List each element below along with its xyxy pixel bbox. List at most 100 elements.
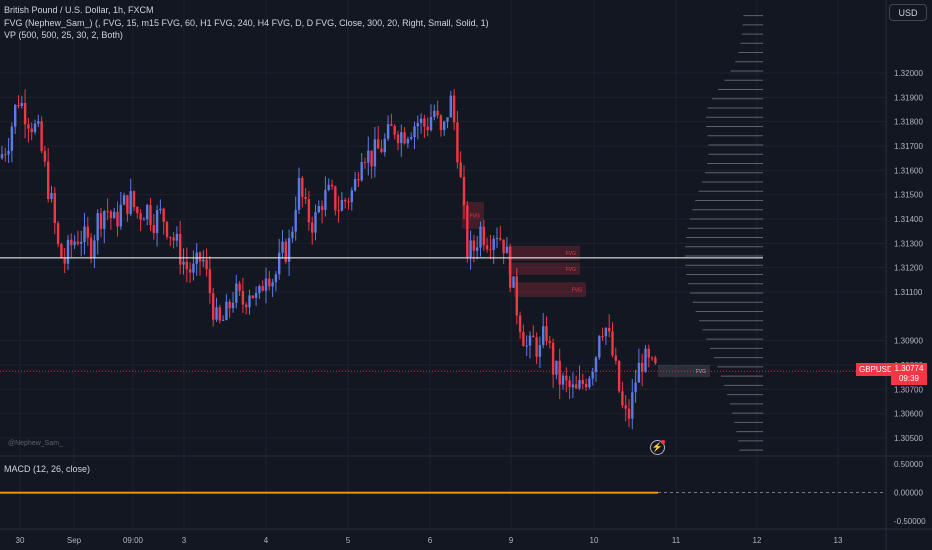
candle-body [4,154,7,156]
candle-body [515,276,518,316]
candle-body [47,161,50,200]
candle-body [568,380,571,388]
candle-body [584,383,588,388]
candle-body [637,362,641,383]
candle-body [264,278,268,291]
candle-body [248,295,251,308]
candle-body [462,176,466,206]
macd-indicator-legend[interactable]: MACD (12, 26, close) [4,464,91,474]
candle-body [591,371,594,379]
candle-body [528,335,532,346]
candle-body [317,206,320,213]
lightning-icon[interactable]: ⚡ [650,440,665,455]
candle-body [314,212,317,233]
vp-indicator-legend[interactable]: VP (500, 500, 25, 30, 2, Both) [4,30,123,40]
time-tick-label: 12 [753,536,762,545]
candle-body [254,293,258,299]
candle-body [56,223,60,244]
candle-body [139,213,142,220]
time-tick-label: 5 [346,536,351,545]
price-tick-label: 1.31300 [894,239,923,248]
candle-body [522,331,525,347]
candle-body [324,190,327,210]
candle-body [116,211,119,227]
candle-body [551,342,555,375]
candle-body [258,286,261,294]
candle-body [17,104,20,107]
time-tick-label: 4 [264,536,269,545]
candle-body [169,236,172,238]
price-tick-label: 1.31600 [894,166,923,175]
candle-body [106,211,109,213]
candle-body [89,237,93,259]
candle-body [578,380,581,389]
candle-body [142,219,146,221]
candle-body [7,150,10,155]
candle-body [172,237,175,241]
fvg-indicator-legend[interactable]: FVG (Nephew_Sam_) (, FVG, 15, m15 FVG, 6… [4,18,489,28]
candle-body [413,126,416,138]
candle-body [489,249,492,251]
price-tick-label: 1.31200 [894,264,923,273]
candle-body [393,125,396,135]
fvg-label: FVG [566,267,576,273]
candle-body [353,179,357,191]
candle-body [287,238,291,262]
candle-body [281,241,284,253]
candle-body [245,304,248,308]
candle-body [43,151,47,162]
candle-body [363,162,367,164]
time-tick-label: 3 [182,536,187,545]
candle-body [218,307,221,321]
candle-body [241,290,245,305]
candle-body [443,121,446,131]
candle-body [476,247,479,251]
candle-body [641,362,644,373]
chart-title: British Pound / U.S. Dollar, 1h, FXCM [4,5,154,15]
candle-body [86,226,89,238]
candle-body [30,128,33,133]
candle-body [278,252,281,275]
fvg-box [508,245,580,261]
candle-body [509,246,512,288]
price-tick-label: 1.30500 [894,434,923,443]
candle-body [40,121,43,152]
price-tick-label: 1.30600 [894,410,923,419]
candle-body [482,226,485,246]
candle-body [231,302,235,309]
fvg-label: FVG [696,369,706,375]
candle-body [598,336,601,358]
fvg-box [508,262,580,275]
currency-button[interactable]: USD [889,4,927,21]
candle-body [132,191,136,207]
candle-body [334,186,337,211]
candle-body [149,205,152,226]
time-tick-label: Sep [67,536,82,545]
time-tick-label: 13 [834,536,843,545]
candle-body [53,192,56,224]
candle-body [545,326,548,341]
candle-body [495,238,499,240]
candle-body [634,382,637,393]
candle-body [400,132,403,144]
candle-body [99,213,103,229]
candle-body [403,132,406,144]
candle-body [50,192,53,200]
candle-body [456,122,459,163]
candle-body [525,345,528,347]
candle-body [175,233,179,241]
candle-body [367,150,370,163]
candle-body [499,238,502,240]
candle-body [60,243,63,258]
time-tick-label: 10 [590,536,599,545]
candle-body [165,221,169,237]
candle-body [212,293,215,320]
candle-body [320,206,324,210]
candle-body [383,138,386,153]
candle-body [205,259,208,270]
candle-body [126,195,129,215]
candle-body [76,241,80,244]
candle-body [558,360,561,385]
